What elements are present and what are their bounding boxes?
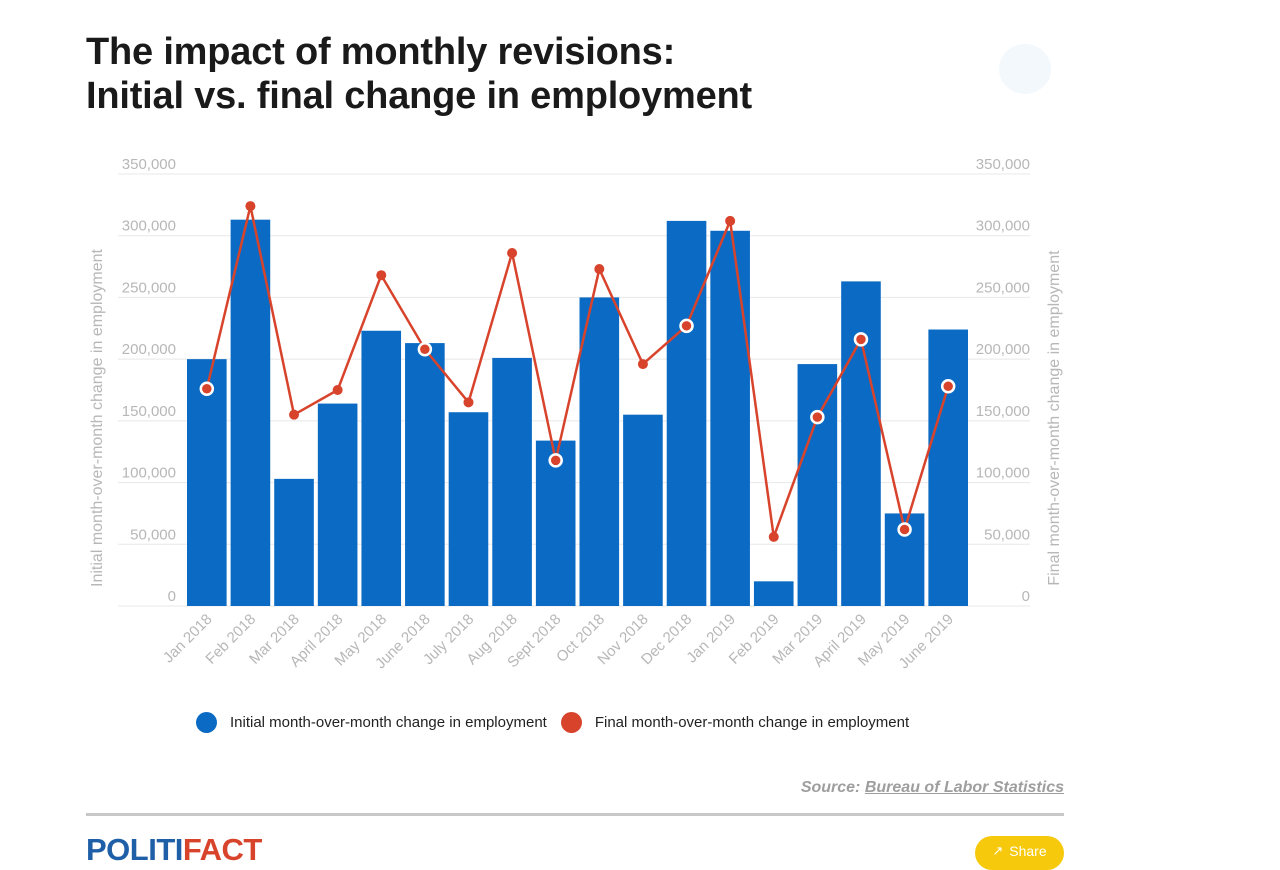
- line-point: [199, 381, 215, 397]
- legend-label-initial: Initial month-over-month change in emplo…: [230, 713, 547, 731]
- bar: [274, 478, 314, 606]
- footer-divider: [86, 813, 1064, 816]
- y-tick-label-left: 50,000: [130, 526, 176, 543]
- bar: [187, 359, 227, 606]
- bar: [492, 357, 532, 606]
- bar: [579, 297, 620, 606]
- line-point: [940, 379, 956, 394]
- chart-title-line2: Initial vs. final change in employment: [86, 75, 752, 117]
- bar: [710, 230, 750, 606]
- chart-legend: Initial month-over-month change in emplo…: [196, 708, 923, 736]
- share-label: Share: [1009, 843, 1047, 859]
- politifact-logo[interactable]: POLITIFACT: [86, 832, 262, 868]
- line-point: [463, 397, 474, 408]
- line-point: [725, 215, 736, 226]
- line-point: [810, 409, 825, 425]
- y-tick-label-right: 100,000: [976, 465, 1030, 482]
- y-tick-label-left: 100,000: [122, 465, 176, 482]
- bar: [666, 220, 707, 606]
- bar: [448, 412, 489, 606]
- y-tick-label-right: 0: [1022, 588, 1030, 605]
- line-point: [332, 385, 343, 395]
- line-point: [768, 531, 779, 542]
- line-point: [507, 247, 518, 258]
- y-tick-label-left: 150,000: [122, 403, 176, 420]
- line-point: [594, 264, 605, 275]
- line-point: [853, 332, 869, 347]
- source-credit: Source: Bureau of Labor Statistics: [801, 779, 1064, 797]
- line-point: [376, 270, 387, 281]
- chart-title-line1: The impact of monthly revisions:: [86, 31, 676, 73]
- y-axis-label-left: Initial month-over-month change in emplo…: [89, 248, 106, 587]
- source-label: Source:: [800, 779, 861, 796]
- bar: [753, 581, 794, 606]
- bar: [797, 364, 838, 606]
- y-tick-label-right: 350,000: [976, 156, 1030, 173]
- y-tick-label-left: 0: [168, 588, 176, 605]
- legend-marker-final: [560, 711, 582, 733]
- y-tick-label-right: 300,000: [976, 218, 1030, 235]
- bar: [841, 281, 881, 606]
- legend-item-final[interactable]: Final month-over-month change in employm…: [560, 711, 910, 733]
- line-series-final: [205, 204, 950, 539]
- line-point: [679, 318, 694, 334]
- bar: [230, 219, 271, 606]
- logo-part2: FACT: [182, 832, 262, 867]
- line-point: [289, 409, 300, 420]
- faded-circle-decoration: [999, 44, 1051, 94]
- y-tick-label-left: 300,000: [122, 218, 176, 235]
- y-tick-label-right: 250,000: [976, 279, 1030, 296]
- y-tick-label-left: 350,000: [122, 156, 176, 173]
- legend-label-final: Final month-over-month change in employm…: [594, 713, 910, 731]
- y-axis-label-right: Final month-over-month change in employm…: [1046, 250, 1063, 586]
- line-point: [548, 453, 563, 468]
- bar: [928, 329, 968, 606]
- line-point: [417, 342, 433, 357]
- bar: [535, 440, 576, 606]
- line-point: [245, 201, 256, 212]
- chart-svg: 0 0 50,000 50,000 100,000 100,000 150,000 150,0…: [89, 156, 1063, 672]
- logo-part1: POLITI: [86, 832, 183, 867]
- legend-item-initial[interactable]: Initial month-over-month change in emplo…: [196, 711, 547, 733]
- bar: [317, 403, 358, 606]
- bar: [623, 414, 663, 606]
- y-tick-label-right: 150,000: [976, 403, 1030, 420]
- legend-marker-initial: [196, 711, 217, 733]
- share-button[interactable]: ↗ Share: [975, 836, 1064, 870]
- source-link[interactable]: Bureau of Labor Statistics: [864, 779, 1064, 796]
- bar: [405, 343, 445, 606]
- y-tick-label-right: 50,000: [984, 526, 1030, 543]
- y-tick-label-right: 200,000: [976, 341, 1030, 358]
- y-tick-label-left: 250,000: [122, 279, 176, 296]
- chart-title: The impact of monthly revisions: Initial…: [86, 30, 752, 118]
- line-point: [897, 522, 912, 537]
- bar: [361, 330, 402, 606]
- share-icon: ↗: [992, 843, 1004, 858]
- y-tick-label-left: 200,000: [122, 341, 176, 358]
- line-point: [637, 359, 648, 370]
